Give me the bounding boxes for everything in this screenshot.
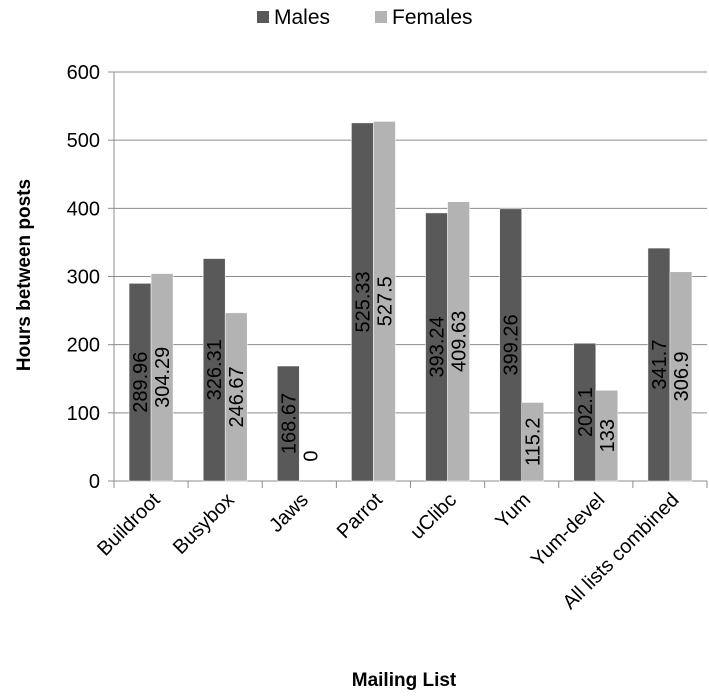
legend-label-females: Females bbox=[392, 6, 473, 29]
x-tick-label: uClibc bbox=[406, 489, 461, 544]
data-label: 525.33 bbox=[352, 271, 374, 332]
legend: Males Females bbox=[257, 6, 473, 29]
data-label: 289.96 bbox=[130, 352, 152, 413]
data-label: 304.29 bbox=[152, 347, 174, 408]
data-label: 326.31 bbox=[204, 339, 226, 400]
bars: 289.96 304.29 326.31 246.67 168.670 525.33 527… bbox=[128, 121, 693, 482]
y-axis-label: Hours between posts bbox=[14, 179, 35, 371]
x-axis-label: Mailing List bbox=[352, 670, 457, 691]
bar-females-yum-devel bbox=[595, 390, 619, 482]
bar-females-busybox bbox=[224, 312, 248, 482]
y-tick-label: 100 bbox=[67, 403, 100, 425]
data-label: 0 bbox=[300, 450, 322, 461]
data-label: 341.7 bbox=[649, 340, 671, 390]
x-tick-label: Parrot bbox=[333, 489, 387, 543]
y-tick-label: 300 bbox=[67, 267, 100, 289]
x-tick-label: Buildroot bbox=[93, 489, 165, 561]
y-tick-label: 600 bbox=[67, 62, 100, 84]
bar-males-jaws bbox=[277, 365, 300, 482]
y-tick-label: 500 bbox=[67, 130, 100, 152]
data-label: 246.67 bbox=[226, 366, 248, 427]
x-tick-label: Yum bbox=[491, 489, 535, 533]
x-tick-label: Jaws bbox=[265, 489, 313, 537]
y-tick-label: 0 bbox=[89, 471, 100, 493]
legend-swatch-females bbox=[375, 11, 387, 23]
data-label: 409.63 bbox=[449, 311, 471, 372]
bar-females-all-lists-combined bbox=[669, 271, 693, 482]
data-label: 393.24 bbox=[427, 316, 449, 377]
bar-females-buildroot bbox=[150, 273, 174, 482]
legend-label-males: Males bbox=[274, 6, 330, 29]
y-tick-label: 400 bbox=[67, 198, 100, 220]
bar-females-yum bbox=[521, 402, 544, 482]
legend-swatch-males bbox=[257, 11, 269, 23]
data-label: 202.1 bbox=[575, 387, 597, 437]
bar-males-yum bbox=[499, 208, 522, 482]
x-tick-label: Busybox bbox=[169, 489, 239, 559]
data-label: 306.9 bbox=[671, 351, 693, 401]
data-label: 133 bbox=[597, 419, 619, 452]
bar-females-parrot bbox=[373, 121, 396, 482]
data-label: 399.26 bbox=[501, 314, 523, 375]
data-label: 527.5 bbox=[374, 276, 396, 326]
data-label: 168.67 bbox=[278, 393, 300, 454]
bar-females-uclibc bbox=[447, 201, 470, 482]
y-tick-label: 200 bbox=[67, 335, 100, 357]
data-label: 115.2 bbox=[523, 417, 545, 466]
